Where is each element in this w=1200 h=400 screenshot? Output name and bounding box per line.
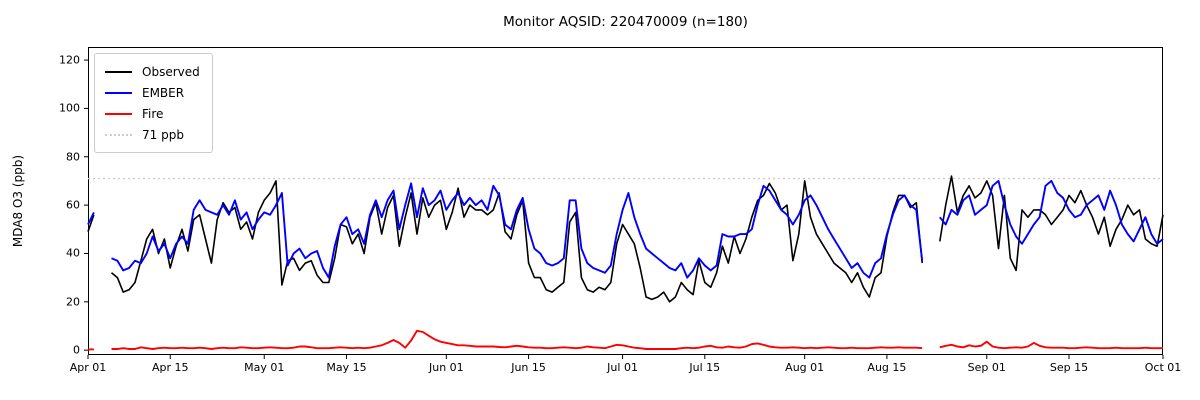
y-tick-label: 80 <box>66 150 80 164</box>
observed-line <box>939 175 1164 272</box>
y-tick-label: 120 <box>59 53 80 67</box>
y-tick-label: 100 <box>59 101 80 115</box>
x-tick-label: May 01 <box>244 361 285 374</box>
legend-label-fire: Fire <box>142 106 164 121</box>
legend-label-ember: EMBER <box>142 85 185 100</box>
chart-title: Monitor AQSID: 220470009 (n=180) <box>503 14 748 30</box>
x-tick-label: Jul 01 <box>607 361 638 374</box>
x-tick-label: Sep 01 <box>967 361 1006 374</box>
y-tick-label: 60 <box>66 198 80 212</box>
x-tick-label: Oct 01 <box>1144 361 1182 374</box>
x-tick-label: Aug 15 <box>867 361 907 374</box>
observed-line <box>110 180 923 303</box>
legend-label-threshold: 71 ppb <box>142 127 184 142</box>
y-tick-label: 0 <box>73 343 80 357</box>
observed-line-swatch <box>105 70 132 73</box>
x-tick-label: Apr 15 <box>151 361 189 374</box>
ember-line <box>111 182 924 279</box>
ember-line-swatch <box>105 91 132 94</box>
ember-line <box>939 179 1164 245</box>
fire-line-swatch <box>105 112 132 115</box>
y-tick-label: 20 <box>66 295 80 309</box>
x-tick-label: Jun 01 <box>428 361 464 374</box>
observed-line <box>87 214 95 232</box>
x-tick-label: May 15 <box>326 361 367 374</box>
fire-line <box>111 329 923 350</box>
legend-item-threshold: 71 ppb <box>105 124 200 145</box>
legend-item-observed: Observed <box>105 61 200 82</box>
x-tick-label: Aug 01 <box>785 361 825 374</box>
fire-line <box>939 340 1163 350</box>
ember-line <box>87 211 95 225</box>
y-tick-label: 40 <box>66 246 80 260</box>
legend: Observed EMBER Fire 71 ppb <box>94 53 213 153</box>
x-tick-label: Apr 01 <box>69 361 107 374</box>
legend-item-fire: Fire <box>105 103 200 124</box>
legend-label-observed: Observed <box>142 64 200 79</box>
x-tick-label: Jun 15 <box>511 361 546 374</box>
threshold-line-swatch <box>105 133 132 136</box>
x-tick-label: Sep 15 <box>1049 361 1089 374</box>
legend-item-ember: EMBER <box>105 82 200 103</box>
x-tick-label: Jul 15 <box>689 361 721 374</box>
